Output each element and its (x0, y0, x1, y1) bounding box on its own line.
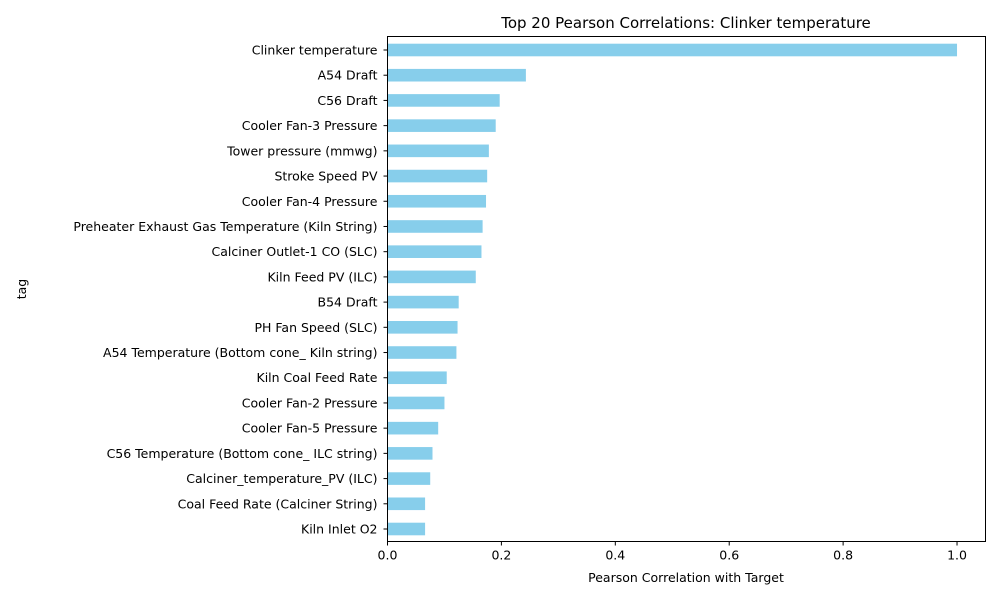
y-tick-label: Cooler Fan-5 Pressure (242, 421, 378, 436)
bar (387, 371, 447, 385)
bar (387, 194, 487, 208)
y-axis-title: tag (14, 279, 29, 300)
y-tick-label: A54 Temperature (Bottom cone_ Kiln strin… (103, 345, 377, 360)
x-axis-ticks: 0.0 0.2 0.4 0.6 0.8 1.0 (378, 541, 967, 563)
bar (387, 522, 426, 536)
y-tick-label: Kiln Feed PV (ILC) (267, 269, 377, 284)
bar (387, 321, 458, 334)
bar (387, 119, 496, 132)
x-tick-label: 1.0 (947, 548, 967, 563)
y-tick-label: Calciner Outlet-1 CO (SLC) (211, 244, 377, 259)
y-axis-ticks: Clinker temperature A54 Draft C56 Draft Coo… (73, 43, 388, 537)
bar (387, 295, 459, 309)
y-tick-label: B54 Draft (318, 295, 378, 310)
bar (387, 396, 445, 410)
y-tick-label: C56 Draft (317, 93, 377, 108)
y-tick-label: Kiln Coal Feed Rate (257, 370, 378, 385)
y-tick-label: Calciner_temperature_PV (ILC) (186, 471, 377, 486)
y-tick-label: Stroke Speed PV (274, 169, 378, 184)
bar (387, 421, 439, 435)
bar (387, 220, 483, 233)
x-tick-label: 0.8 (833, 548, 853, 563)
bar (387, 472, 431, 485)
y-tick-label: Kiln Inlet O2 (301, 522, 377, 537)
bar (387, 68, 526, 82)
bar (387, 270, 476, 284)
bar (387, 245, 482, 258)
y-tick-label: PH Fan Speed (SLC) (254, 320, 377, 335)
x-axis-title: Pearson Correlation with Target (588, 570, 784, 585)
chart-title: Top 20 Pearson Correlations: Clinker tem… (500, 14, 871, 32)
x-tick-label: 0.6 (719, 548, 739, 563)
bar (387, 497, 426, 511)
bar (387, 346, 457, 359)
y-tick-label: C56 Temperature (Bottom cone_ ILC string… (107, 446, 378, 461)
bar (387, 144, 489, 158)
bar (387, 94, 500, 107)
y-tick-label: Preheater Exhaust Gas Temperature (Kiln … (73, 219, 377, 234)
y-tick-label: Coal Feed Rate (Calciner String) (178, 496, 378, 511)
y-tick-label: Cooler Fan-3 Pressure (242, 118, 378, 133)
bar (387, 169, 488, 183)
bars-group (387, 43, 958, 536)
x-tick-label: 0.2 (491, 548, 511, 563)
bar (387, 447, 433, 460)
bar (387, 43, 958, 57)
x-tick-label: 0.4 (605, 548, 625, 563)
y-tick-label: Clinker temperature (252, 43, 378, 58)
y-tick-label: Tower pressure (mmwg) (226, 143, 377, 158)
plot-frame (387, 36, 986, 542)
y-tick-label: Cooler Fan-2 Pressure (242, 395, 378, 410)
x-tick-label: 0.0 (378, 548, 398, 563)
y-tick-label: A54 Draft (318, 68, 378, 83)
y-tick-label: Cooler Fan-4 Pressure (242, 194, 378, 209)
